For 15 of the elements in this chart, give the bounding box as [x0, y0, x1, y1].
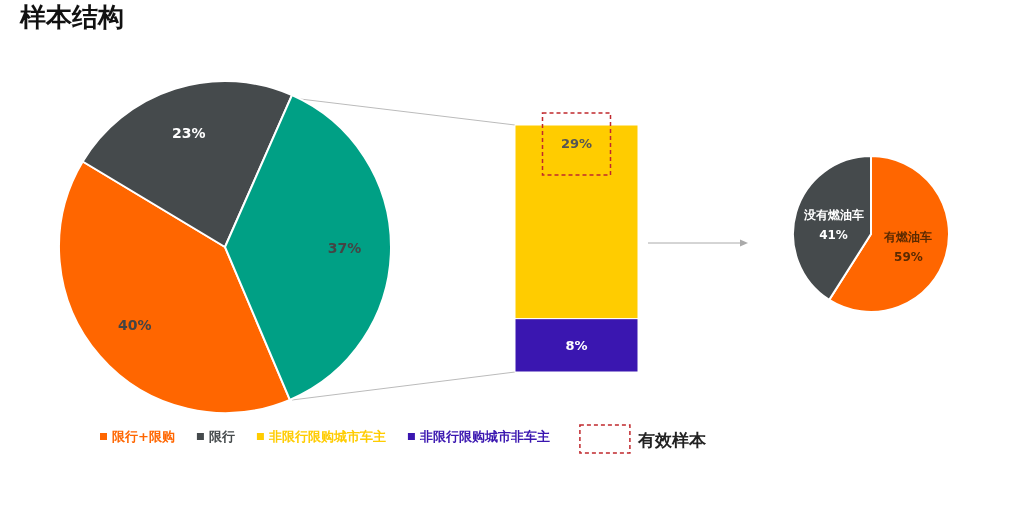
slice-label: 没有燃油车	[802, 208, 864, 223]
text: 非限行限购城市车主	[267, 429, 386, 444]
legend-label: 限行	[208, 429, 235, 444]
slice-label: 有燃油车	[883, 229, 933, 244]
data-label: 23%	[172, 125, 206, 142]
chart-title: 样本结构	[19, 2, 124, 32]
data-label: 29%	[560, 136, 593, 151]
data-label: 8%	[565, 338, 588, 354]
data-label: 37%	[327, 239, 362, 256]
data-label: 59%	[894, 249, 923, 264]
data-label: 40%	[118, 317, 152, 334]
data-label: 41%	[819, 228, 848, 243]
legend-label: 限行+限购	[112, 429, 175, 444]
text: 有效样本	[636, 430, 707, 450]
legend-label: 非限行限购城市非车主	[418, 429, 550, 444]
